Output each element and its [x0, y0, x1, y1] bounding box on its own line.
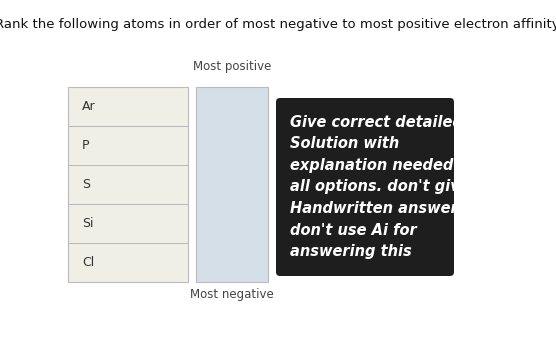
FancyBboxPatch shape	[68, 87, 188, 282]
Text: Most negative: Most negative	[190, 288, 274, 301]
Text: S: S	[82, 178, 90, 191]
FancyBboxPatch shape	[276, 98, 454, 276]
Text: Rank the following atoms in order of most negative to most positive electron aff: Rank the following atoms in order of mos…	[0, 18, 556, 31]
Text: Most positive: Most positive	[193, 60, 271, 73]
Text: P: P	[82, 139, 90, 152]
FancyBboxPatch shape	[196, 87, 268, 282]
Text: Si: Si	[82, 217, 93, 230]
Text: Give correct detailed
Solution with
explanation needed of
all options. don't giv: Give correct detailed Solution with expl…	[290, 115, 475, 259]
Text: Cl: Cl	[82, 256, 95, 269]
Text: Ar: Ar	[82, 100, 96, 113]
